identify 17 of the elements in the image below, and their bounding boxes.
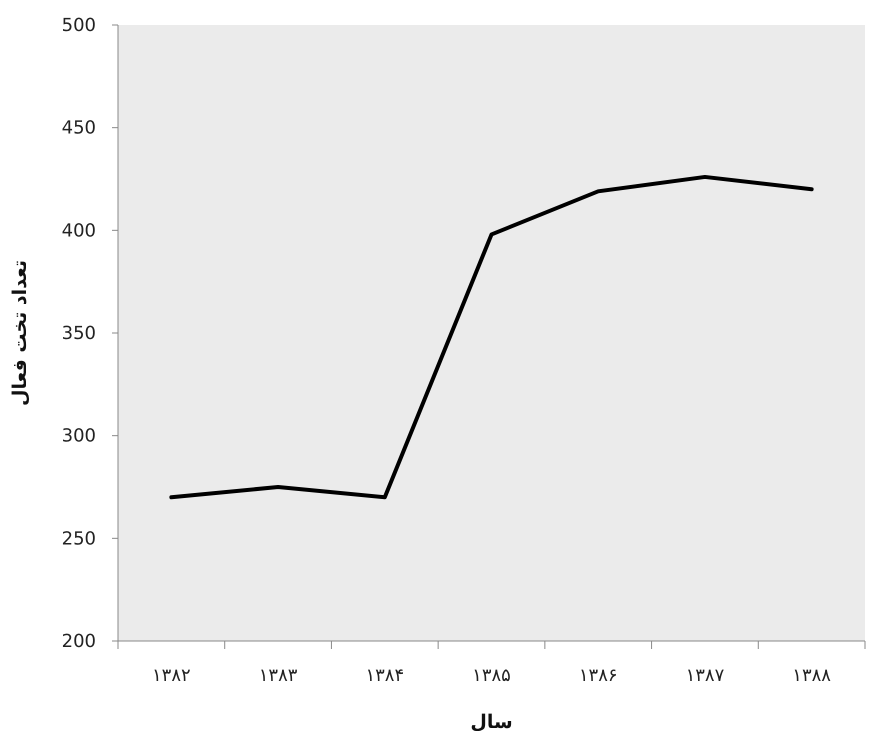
y-tick-label: 350 — [62, 323, 96, 344]
y-tick-label: 400 — [62, 220, 96, 242]
y-tick-label: 200 — [62, 631, 96, 652]
x-tick-label: ۱۳۸۲ — [152, 665, 191, 686]
x-tick-label: ۱۳۸۴ — [365, 665, 404, 686]
y-axis-title: تعداد تخت فعال — [9, 260, 31, 406]
x-tick-label: ۱۳۸۳ — [258, 665, 298, 686]
x-tick-label: ۱۳۸۷ — [686, 665, 725, 686]
x-axis-title: سال — [470, 711, 513, 733]
y-tick-label: 450 — [62, 118, 96, 139]
x-tick-label: ۱۳۸۸ — [792, 665, 832, 686]
y-tick-label: 500 — [62, 15, 96, 36]
y-tick-label: 250 — [62, 528, 96, 550]
y-tick-label: 300 — [62, 426, 96, 447]
line-series — [169, 174, 814, 500]
x-tick-label: ۱۳۸۵ — [472, 665, 511, 686]
x-tick-label: ۱۳۸۶ — [578, 665, 618, 686]
